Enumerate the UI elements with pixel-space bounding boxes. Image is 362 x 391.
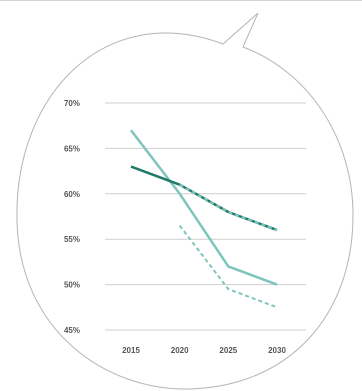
y-tick-label: 45%: [64, 326, 80, 335]
x-tick-label: 2025: [219, 346, 237, 355]
gridlines: [105, 102, 306, 331]
x-axis-ticks: 2015 2020 2025 2030: [122, 346, 286, 355]
y-axis-ticks: 70% 65% 60% 55% 50% 45%: [64, 99, 80, 335]
x-tick-label: 2020: [171, 346, 189, 355]
y-tick-label: 50%: [64, 281, 80, 290]
x-tick-label: 2015: [122, 346, 140, 355]
series-line-3: [130, 165, 278, 232]
y-tick-label: 70%: [64, 99, 80, 108]
speech-bubble-outline: [16, 12, 354, 390]
y-tick-label: 65%: [64, 144, 80, 153]
y-tick-label: 60%: [64, 190, 80, 199]
top-rule: [0, 0, 362, 1]
x-tick-label: 2030: [268, 346, 286, 355]
data-series: [130, 129, 278, 309]
y-tick-label: 55%: [64, 235, 80, 244]
series-line-1: [130, 129, 278, 286]
series-line-2: [178, 224, 278, 309]
